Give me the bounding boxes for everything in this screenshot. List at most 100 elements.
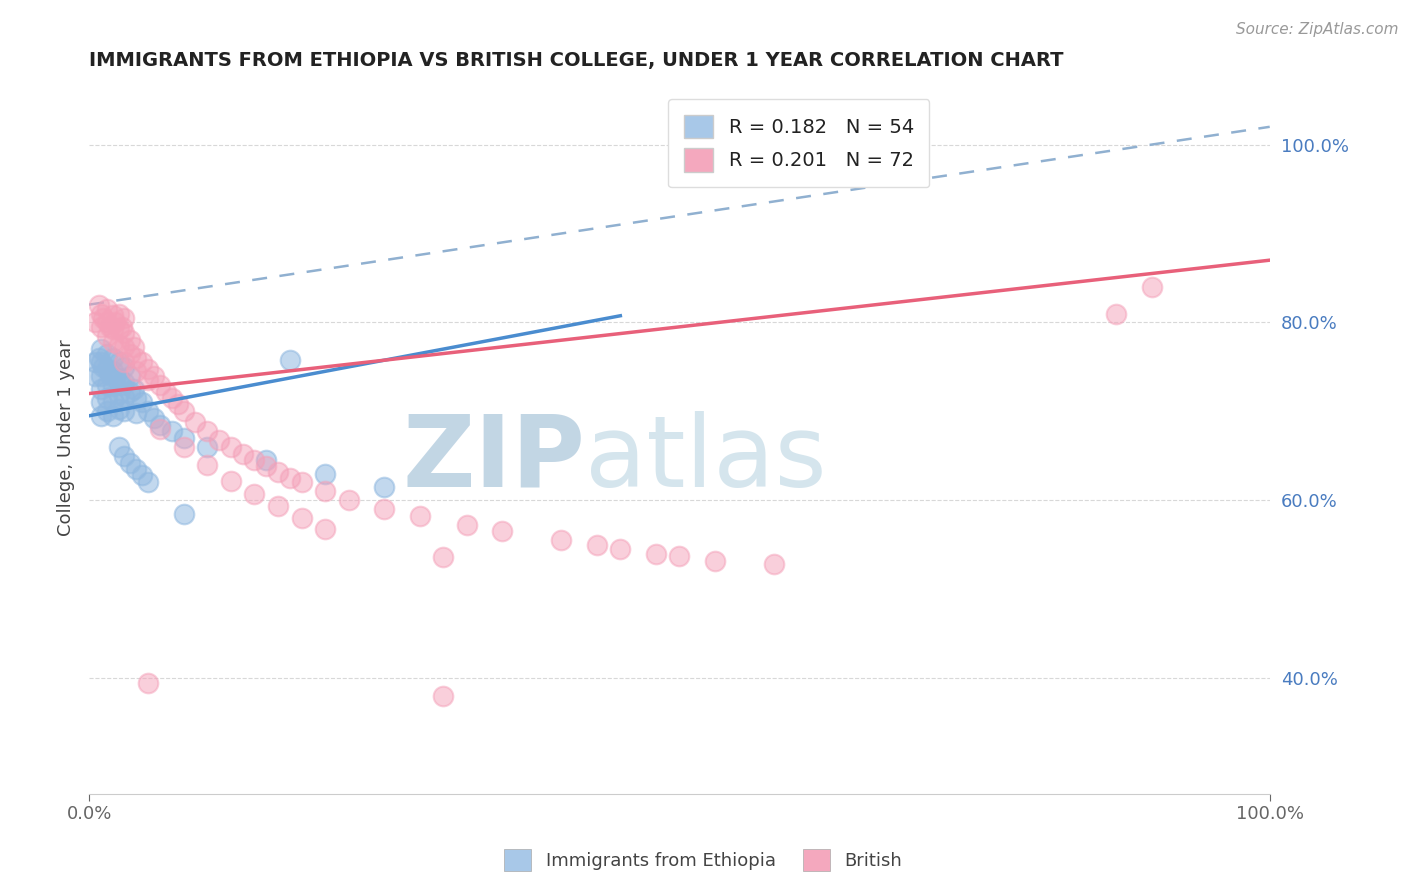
Point (87, 298, 110, 312)
Point (91, 310, 114, 325)
Point (104, 315, 127, 329)
Point (314, 522, 336, 536)
Point (84, 315, 107, 329)
Point (136, 404, 159, 418)
Point (314, 484, 336, 499)
Point (90, 368, 112, 383)
Point (149, 422, 172, 436)
Point (107, 440, 129, 454)
Point (120, 333, 142, 347)
Point (125, 391, 148, 405)
Point (432, 689, 454, 703)
Point (101, 308, 124, 322)
Point (278, 471, 301, 485)
Legend: Immigrants from Ethiopia, British: Immigrants from Ethiopia, British (496, 842, 910, 879)
Point (87, 351, 110, 365)
Point (120, 346, 142, 360)
Point (104, 370, 127, 384)
Point (149, 377, 172, 392)
Point (96, 315, 118, 329)
Point (96, 361, 118, 376)
Point (219, 440, 242, 454)
Point (125, 462, 148, 476)
Point (120, 384, 142, 399)
Point (184, 415, 207, 429)
Point (125, 406, 148, 420)
Point (254, 459, 277, 474)
Point (96, 328, 118, 343)
Point (173, 431, 195, 445)
Point (90, 306, 112, 320)
Point (101, 334, 124, 349)
Point (120, 456, 142, 470)
Point (254, 453, 277, 467)
Point (267, 465, 290, 479)
Point (337, 493, 360, 508)
Point (96, 346, 118, 360)
Point (166, 397, 188, 411)
Point (160, 391, 183, 405)
Point (107, 401, 129, 416)
Point (107, 386, 129, 401)
Point (122, 382, 145, 396)
Point (84, 368, 107, 383)
Point (120, 368, 142, 383)
Point (208, 433, 231, 447)
Point (408, 509, 430, 524)
Point (90, 355, 112, 369)
Point (219, 474, 242, 488)
Point (491, 524, 513, 539)
Point (90, 342, 112, 356)
Text: IMMIGRANTS FROM ETHIOPIA VS BRITISH COLLEGE, UNDER 1 YEAR CORRELATION CHART: IMMIGRANTS FROM ETHIOPIA VS BRITISH COLL… (89, 51, 1063, 70)
Point (114, 375, 136, 389)
Point (243, 487, 266, 501)
Point (122, 340, 145, 354)
Point (609, 542, 631, 557)
Point (101, 351, 124, 365)
Point (149, 417, 172, 432)
Point (101, 409, 124, 423)
Text: ZIP: ZIP (402, 411, 585, 508)
Point (136, 361, 159, 376)
Point (96, 404, 118, 418)
Point (114, 340, 136, 354)
Point (173, 440, 195, 454)
Point (96, 377, 118, 392)
Point (101, 364, 124, 378)
Point (644, 547, 666, 561)
Point (585, 538, 607, 552)
Point (195, 458, 218, 472)
Point (111, 319, 134, 334)
Point (1140, 280, 1163, 294)
Text: atlas: atlas (585, 411, 827, 508)
Legend: R = 0.182   N = 54, R = 0.201   N = 72: R = 0.182 N = 54, R = 0.201 N = 72 (668, 99, 929, 187)
Point (314, 467, 336, 481)
Y-axis label: College, Under 1 year: College, Under 1 year (58, 340, 75, 536)
Point (373, 502, 395, 516)
Point (101, 321, 124, 335)
Point (107, 370, 129, 384)
Point (131, 395, 153, 409)
Point (550, 533, 572, 548)
Point (96, 302, 118, 317)
Point (114, 326, 136, 340)
Point (267, 500, 290, 514)
Point (195, 440, 218, 454)
Point (90, 395, 112, 409)
Point (114, 390, 136, 404)
Point (160, 424, 183, 438)
Point (90, 382, 112, 396)
Point (114, 310, 136, 325)
Point (91, 359, 114, 374)
Point (90, 319, 112, 334)
Point (107, 321, 129, 335)
Point (125, 351, 148, 365)
Point (155, 384, 177, 399)
Point (243, 453, 266, 467)
Point (98, 319, 121, 334)
Point (136, 475, 159, 490)
Point (107, 355, 129, 369)
Point (456, 518, 478, 533)
Point (373, 480, 395, 494)
Point (703, 554, 725, 568)
